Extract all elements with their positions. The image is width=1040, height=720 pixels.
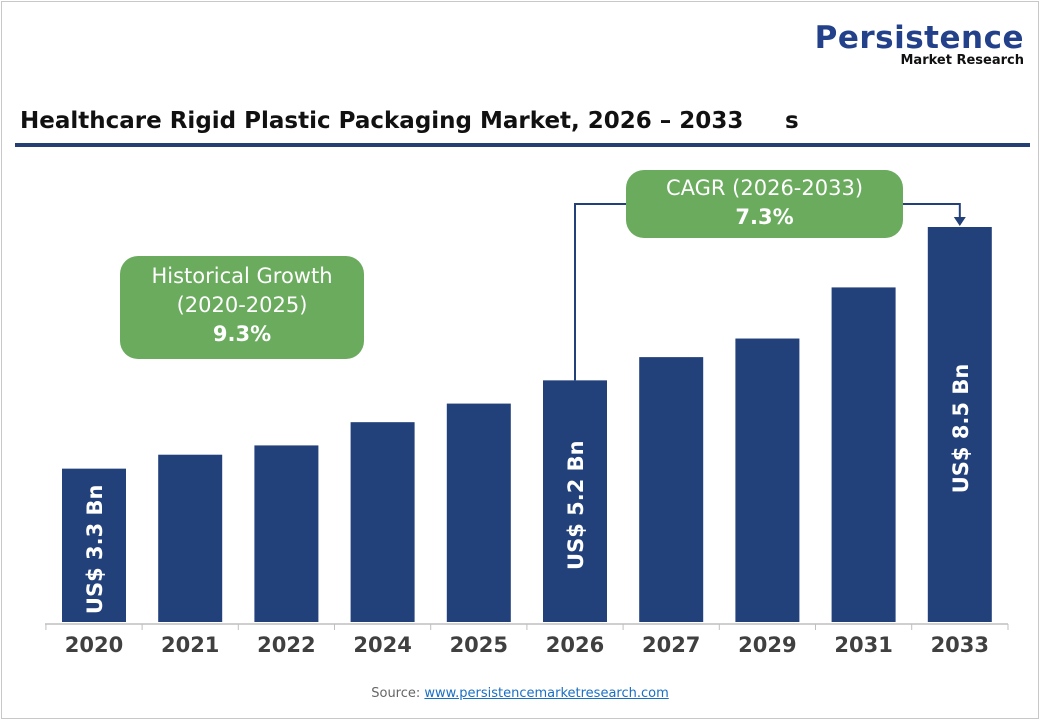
data-label-2033: US$ 8.5 Bn: [949, 364, 973, 494]
bar-2022: [254, 445, 319, 622]
x-tick-label-2024: 2024: [353, 633, 411, 657]
x-tick-label-2021: 2021: [161, 633, 219, 657]
logo: Persistence Market Research: [815, 22, 1024, 68]
logo-name: Persistence: [814, 20, 1024, 56]
x-tick-label-2020: 2020: [65, 633, 123, 657]
historical-growth-annotation: Historical Growth (2020-2025) 9.3%: [120, 256, 364, 359]
bar-2029: [735, 338, 800, 622]
logo-subtitle: Market Research: [900, 53, 1025, 68]
source-label: Source:: [371, 686, 421, 701]
x-tick-label-2033: 2033: [931, 633, 989, 657]
bar-2031: [831, 287, 896, 622]
cagr-connector-start: [574, 203, 626, 381]
bar-2026: [543, 380, 607, 622]
cagr-value: 7.3%: [735, 205, 794, 229]
x-tick-label-2022: 2022: [257, 633, 315, 657]
cagr-annotation: CAGR (2026-2033) 7.3%: [626, 170, 903, 238]
bar-2024: [350, 422, 415, 622]
bar-2020: [62, 468, 126, 622]
cagr-label: CAGR (2026-2033): [665, 176, 864, 200]
arrow-head-icon: [953, 217, 966, 226]
x-tick-label-2026: 2026: [546, 633, 604, 657]
data-label-2020: US$ 3.3 Bn: [83, 485, 107, 615]
x-tick-label-2027: 2027: [642, 633, 700, 657]
source-link[interactable]: www.persistencemarketresearch.com: [424, 686, 669, 701]
x-tick-label-2031: 2031: [834, 633, 892, 657]
historical-label: Historical Growth: [151, 264, 333, 288]
data-label-2026: US$ 5.2 Bn: [564, 440, 588, 570]
bar-2033: [927, 227, 992, 622]
source-note: Source: www.persistencemarketresearch.co…: [0, 686, 1040, 701]
x-tick-label-2025: 2025: [450, 633, 508, 657]
historical-period: (2020-2025): [176, 293, 308, 317]
bar-2025: [446, 403, 511, 622]
bar-2027: [639, 357, 704, 622]
bar-2021: [158, 454, 223, 622]
chart-title: Healthcare Rigid Plastic Packaging Marke…: [20, 108, 744, 134]
x-tick-label-2029: 2029: [738, 633, 796, 657]
title-suffix: s: [785, 108, 799, 134]
historical-value: 9.3%: [212, 322, 272, 346]
title-rule: [15, 143, 1030, 147]
cagr-connector-end: [903, 203, 961, 218]
